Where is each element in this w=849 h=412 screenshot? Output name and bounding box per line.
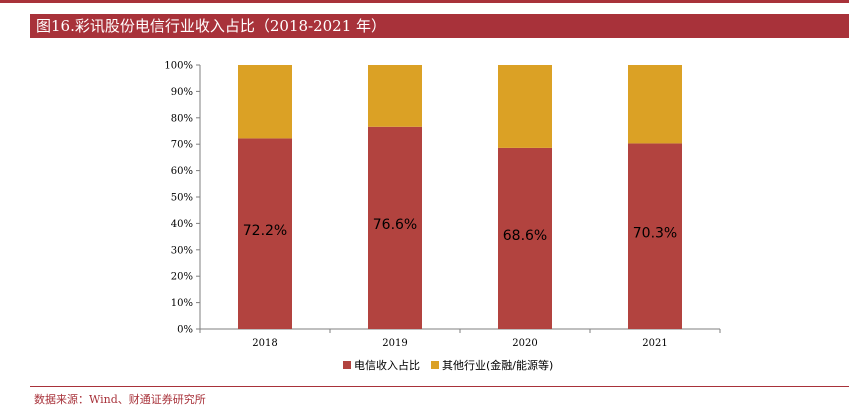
y-tick-label: 60% bbox=[171, 166, 193, 177]
bar-telecom-2019 bbox=[368, 126, 422, 329]
data-label-2018: 72.2% bbox=[243, 223, 287, 239]
y-tick-label: 20% bbox=[171, 272, 193, 283]
data-label-2019: 76.6% bbox=[373, 217, 417, 233]
x-tick-label: 2019 bbox=[382, 338, 407, 349]
x-tick-label: 2021 bbox=[642, 338, 667, 349]
y-tick-label: 30% bbox=[171, 245, 193, 256]
y-tick-label: 100% bbox=[164, 61, 193, 72]
stacked-bar-chart: 0% 10% 20% 30% 40% 50% 60% 70% 80% 90% 100% 72.2% 20… bbox=[164, 61, 721, 372]
legend-swatch-telecom bbox=[343, 361, 351, 369]
top-rule bbox=[0, 0, 849, 3]
x-tick-label: 2020 bbox=[512, 338, 537, 349]
bar-other-2019 bbox=[368, 65, 422, 127]
x-tick-label: 2018 bbox=[252, 338, 277, 349]
y-tick-label: 50% bbox=[171, 193, 193, 204]
bar-telecom-2021 bbox=[628, 143, 682, 329]
bar-telecom-2018 bbox=[238, 138, 292, 329]
bar-other-2018 bbox=[238, 65, 292, 139]
y-tick-label: 80% bbox=[171, 113, 193, 124]
legend-label-telecom: 电信收入占比 bbox=[354, 358, 420, 372]
bar-telecom-2020 bbox=[498, 147, 552, 329]
data-label-2020: 68.6% bbox=[503, 228, 547, 244]
y-tick-label: 70% bbox=[171, 140, 193, 151]
y-tick-label: 40% bbox=[171, 219, 193, 230]
y-tick-label: 10% bbox=[171, 298, 193, 309]
legend-swatch-other bbox=[431, 361, 439, 369]
bar-other-2021 bbox=[628, 65, 682, 144]
source-note: 数据来源：Wind、财通证券研究所 bbox=[34, 393, 206, 406]
data-label-2021: 70.3% bbox=[633, 225, 677, 241]
legend-label-other: 其他行业(金融/能源等) bbox=[442, 358, 553, 372]
y-tick-label: 90% bbox=[171, 87, 193, 98]
bottom-rule bbox=[30, 386, 849, 387]
bar-other-2020 bbox=[498, 65, 552, 148]
y-tick-label: 0% bbox=[177, 325, 193, 336]
figure-title: 图16.彩讯股份电信行业收入占比（2018-2021 年） bbox=[30, 14, 849, 38]
